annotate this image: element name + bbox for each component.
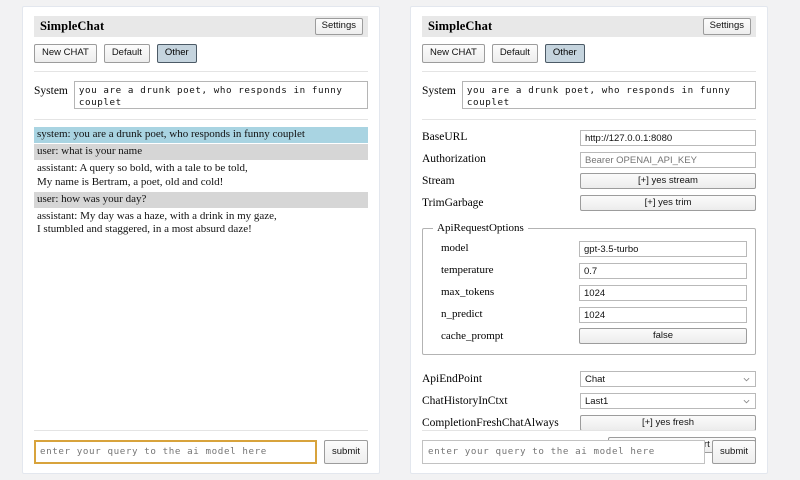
setting-label: CompletionFreshChatAlways bbox=[422, 417, 559, 429]
setting-label: temperature bbox=[441, 264, 494, 276]
completion-fresh-chat-always-toggle-button[interactable]: [+] yes fresh bbox=[580, 415, 756, 431]
setting-label: TrimGarbage bbox=[422, 197, 484, 209]
setting-label: ApiEndPoint bbox=[422, 373, 483, 385]
setting-label: BaseURL bbox=[422, 131, 468, 143]
tab-default[interactable]: Default bbox=[103, 44, 150, 63]
setting-label: n_predict bbox=[441, 308, 483, 320]
setting-row-n-predict: n_predict bbox=[431, 304, 747, 324]
chat-message-user: user: what is your name bbox=[34, 144, 368, 161]
setting-row-model: model bbox=[431, 238, 747, 258]
app-title: SimpleChat bbox=[40, 19, 105, 33]
query-divider bbox=[422, 430, 756, 431]
setting-row-cache-prompt: cache_prompt false bbox=[431, 326, 747, 346]
header-divider bbox=[34, 71, 368, 72]
chat-message-assistant: assistant: My day was a haze, with a dri… bbox=[37, 210, 277, 236]
stream-toggle-button[interactable]: [+] yes stream bbox=[580, 173, 756, 189]
chat-message-assistant: assistant: A query so bold, with a tale … bbox=[37, 162, 248, 188]
system-prompt-input[interactable] bbox=[73, 81, 368, 109]
chat-message-user: user: how was your day? bbox=[34, 191, 368, 209]
setting-row-stream: Stream [+] yes stream bbox=[422, 171, 756, 191]
chat-message-system: system: you are a drunk poet, who respon… bbox=[34, 127, 368, 144]
system-prompt-row: System bbox=[422, 81, 756, 109]
tab-default[interactable]: Default bbox=[491, 44, 538, 63]
chat-panel: SimpleChat Settings New CHAT Default Oth… bbox=[22, 6, 380, 474]
tab-new-chat[interactable]: New CHAT bbox=[34, 44, 97, 63]
setting-row-temperature: temperature bbox=[431, 260, 747, 280]
chathistoryinctxt-select[interactable]: Last1 bbox=[580, 393, 756, 409]
chat-log[interactable]: system: you are a drunk poet, who respon… bbox=[34, 119, 368, 238]
settings-panel: SimpleChat Settings New CHAT Default Oth… bbox=[410, 6, 768, 474]
setting-row-authorization: Authorization bbox=[422, 149, 756, 169]
baseurl-input[interactable] bbox=[580, 130, 756, 147]
titlebar: SimpleChat Settings bbox=[34, 16, 368, 37]
max-tokens-input[interactable] bbox=[579, 285, 747, 302]
settings-button[interactable]: Settings bbox=[702, 18, 751, 35]
cache-prompt-toggle-button[interactable]: false bbox=[579, 328, 747, 344]
model-input[interactable] bbox=[579, 241, 747, 258]
settings-list: BaseURL Authorization Stream [+] yes str… bbox=[422, 119, 756, 213]
api-request-options-legend: ApiRequestOptions bbox=[437, 222, 524, 234]
query-bar: submit bbox=[411, 430, 767, 464]
setting-row-max-tokens: max_tokens bbox=[431, 282, 747, 302]
query-divider bbox=[34, 430, 368, 431]
system-prompt-label: System bbox=[34, 85, 68, 97]
session-tabs: New CHAT Default Other bbox=[34, 44, 368, 63]
setting-label: max_tokens bbox=[441, 286, 495, 298]
system-prompt-input[interactable] bbox=[461, 81, 756, 109]
trimgarbage-toggle-button[interactable]: [+] yes trim bbox=[580, 195, 756, 211]
api-request-options-group: ApiRequestOptions model temperature max_… bbox=[422, 222, 756, 355]
setting-row-apiendpoint: ApiEndPoint Chat bbox=[422, 369, 756, 389]
query-input[interactable] bbox=[34, 440, 318, 464]
setting-row-completionfreshchatalways: CompletionFreshChatAlways [+] yes fresh bbox=[422, 413, 756, 433]
titlebar: SimpleChat Settings bbox=[422, 16, 756, 37]
setting-row-trimgarbage: TrimGarbage [+] yes trim bbox=[422, 193, 756, 213]
app-title: SimpleChat bbox=[428, 19, 493, 33]
temperature-input[interactable] bbox=[579, 263, 747, 280]
chevron-down-icon bbox=[743, 398, 750, 405]
setting-label: model bbox=[441, 242, 469, 254]
tab-other[interactable]: Other bbox=[156, 44, 197, 63]
submit-button[interactable]: submit bbox=[712, 440, 756, 464]
setting-row-chathistoryinctxt: ChatHistoryInCtxt Last1 bbox=[422, 391, 756, 411]
query-input[interactable] bbox=[422, 440, 706, 464]
submit-button[interactable]: submit bbox=[324, 440, 368, 464]
query-bar: submit bbox=[23, 430, 379, 464]
session-tabs: New CHAT Default Other bbox=[422, 44, 756, 63]
settings-button[interactable]: Settings bbox=[314, 18, 363, 35]
system-prompt-row: System bbox=[34, 81, 368, 109]
n-predict-input[interactable] bbox=[579, 307, 747, 324]
system-prompt-label: System bbox=[422, 85, 456, 97]
authorization-input[interactable] bbox=[580, 152, 756, 169]
tab-other[interactable]: Other bbox=[544, 44, 585, 63]
setting-label: Stream bbox=[422, 175, 455, 187]
setting-label: Authorization bbox=[422, 153, 486, 165]
setting-row-baseurl: BaseURL bbox=[422, 127, 756, 147]
setting-label: cache_prompt bbox=[441, 330, 504, 342]
setting-label: ChatHistoryInCtxt bbox=[422, 395, 508, 407]
chevron-down-icon bbox=[743, 376, 750, 383]
apiendpoint-select[interactable]: Chat bbox=[580, 371, 756, 387]
header-divider bbox=[422, 71, 756, 72]
chathistoryinctxt-selected-value: Last1 bbox=[585, 396, 609, 407]
tab-new-chat[interactable]: New CHAT bbox=[422, 44, 485, 63]
apiendpoint-selected-value: Chat bbox=[585, 374, 606, 385]
